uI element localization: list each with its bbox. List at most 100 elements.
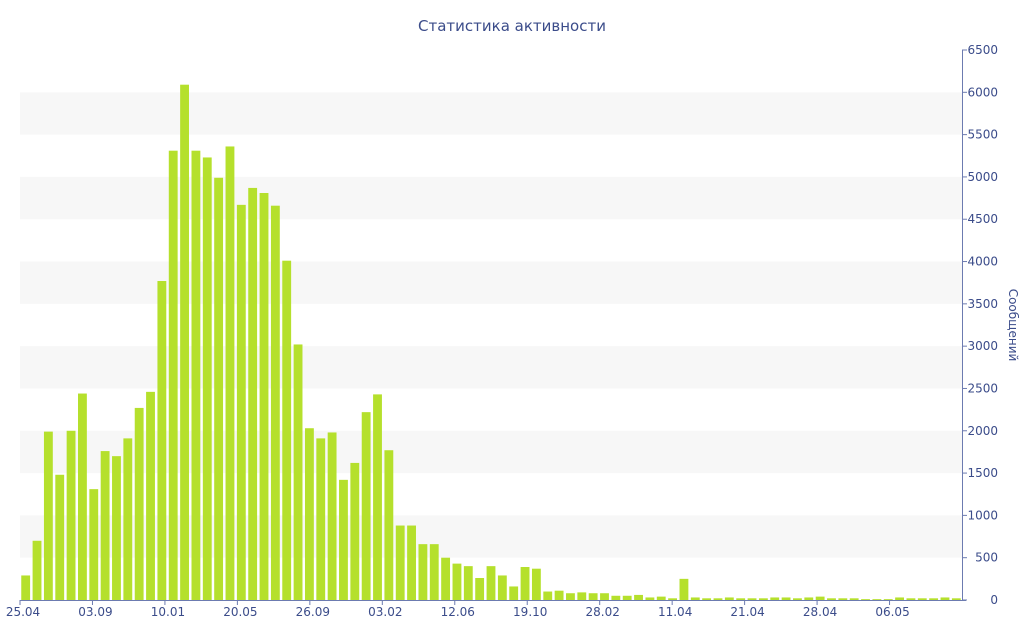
bar (304, 428, 314, 600)
bar (895, 597, 904, 600)
bar (202, 157, 212, 600)
bar (282, 260, 292, 600)
bar (600, 593, 609, 600)
bar (815, 596, 825, 600)
bar (248, 187, 258, 601)
bar (327, 432, 337, 600)
chart-title: Статистика активности (418, 17, 606, 35)
bar (793, 598, 802, 600)
bar (350, 462, 360, 600)
bar (520, 567, 530, 600)
bar (32, 540, 42, 600)
y-tick-label: 1000 (967, 508, 998, 522)
x-tick-label: 26.09 (296, 605, 330, 619)
y-tick-label: 5500 (967, 128, 998, 142)
bar (123, 438, 133, 600)
bar (622, 595, 632, 600)
bar (236, 204, 246, 600)
y-tick-label: 4000 (967, 255, 998, 269)
bar (361, 412, 371, 600)
bar (441, 557, 451, 600)
bar (883, 599, 893, 600)
bar (690, 597, 700, 600)
x-tick-label: 10.01 (151, 605, 185, 619)
bar (679, 578, 689, 600)
bar (146, 391, 155, 600)
y-tick-label: 6500 (967, 43, 998, 57)
bar (668, 598, 678, 600)
bar (475, 578, 485, 600)
bar (78, 393, 87, 600)
y-tick-label: 2000 (967, 424, 998, 438)
bar (225, 146, 235, 600)
bar (134, 407, 144, 600)
bar (951, 598, 961, 600)
bar (781, 597, 791, 600)
bar (497, 575, 507, 600)
bar (770, 597, 780, 600)
bar (112, 456, 121, 600)
x-tick-label: 03.09 (78, 605, 112, 619)
bar (656, 596, 666, 600)
x-tick-label: 25.04 (6, 605, 40, 619)
bar (191, 150, 201, 600)
bar (929, 598, 939, 600)
bar (214, 177, 224, 600)
y-tick-label: 1500 (967, 466, 998, 480)
bar (316, 438, 326, 600)
grid-band (20, 92, 962, 135)
bar (395, 525, 405, 600)
bar (645, 597, 655, 600)
axes-group: 0 500 1000 1500 2000 2500 3000 3500 4000 4500 5000… (6, 43, 998, 619)
y-tick-label: 4500 (967, 212, 998, 226)
bar (66, 430, 76, 600)
bar (259, 193, 269, 600)
bar (940, 597, 950, 600)
bar (55, 474, 65, 600)
bar (554, 590, 564, 600)
bar (849, 598, 859, 600)
bar (906, 598, 916, 600)
bar (89, 489, 99, 600)
x-tick-label: 28.04 (803, 605, 837, 619)
bar (566, 593, 575, 600)
bar (180, 84, 189, 600)
y-tick-label: 0 (990, 593, 998, 607)
bar (543, 591, 553, 600)
bar (373, 394, 382, 600)
bar (270, 205, 280, 600)
bar (339, 479, 348, 600)
y-tick-label: 5000 (967, 170, 998, 184)
bar (407, 525, 416, 600)
bar (418, 544, 428, 600)
x-tick-label: 21.04 (730, 605, 764, 619)
bar (577, 592, 587, 600)
bar (736, 598, 746, 600)
bar (724, 597, 734, 600)
x-tick-label: 20.05 (223, 605, 257, 619)
y-tick-label: 6000 (967, 85, 998, 99)
x-tick-label: 19.10 (513, 605, 547, 619)
y-tick-label: 500 (975, 551, 998, 565)
grid-band (20, 176, 962, 220)
bar (157, 281, 167, 600)
x-tick-label: 11.04 (658, 605, 692, 619)
bar (43, 431, 53, 600)
x-tick-label: 12.06 (441, 605, 475, 619)
bar (861, 599, 870, 600)
y-axis-label: Сообщений (1006, 289, 1020, 362)
y-tick-label: 2500 (967, 381, 998, 395)
y-tick-label: 3000 (967, 339, 998, 353)
x-tick-label: 03.02 (368, 605, 402, 619)
bar (804, 597, 814, 600)
bar (611, 595, 621, 600)
bar (838, 598, 848, 600)
bar (531, 568, 541, 600)
bar (452, 563, 462, 600)
bar (509, 586, 519, 600)
bars-group (21, 84, 961, 601)
bar (100, 451, 110, 600)
bar (429, 544, 439, 600)
bar (747, 598, 757, 600)
